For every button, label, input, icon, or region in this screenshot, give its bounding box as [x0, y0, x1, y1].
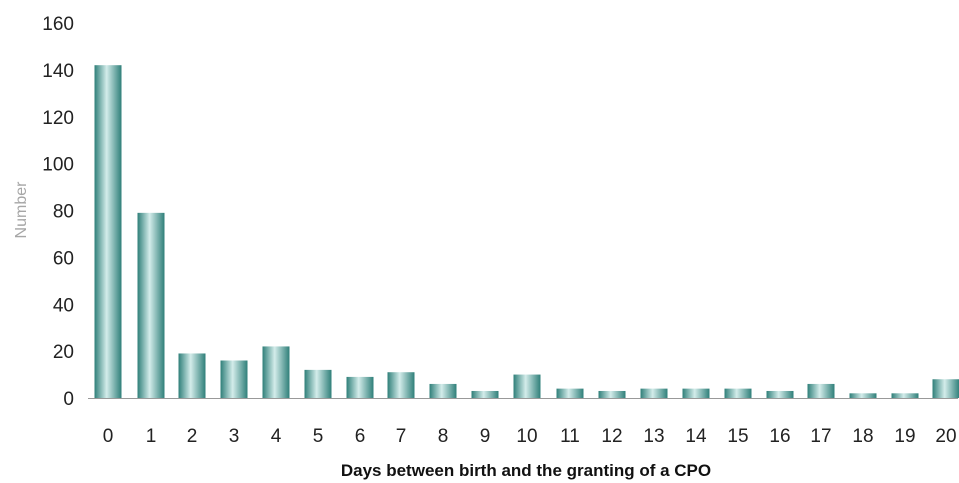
y-axis-title: Number: [13, 181, 30, 239]
bar: [429, 383, 457, 398]
bar: [137, 212, 165, 398]
x-tick-label: 11: [560, 426, 580, 447]
x-tick-label: 15: [727, 426, 748, 447]
x-tick-label: 4: [271, 426, 282, 447]
bars: [94, 65, 959, 398]
y-axis-ticks: 0 20 40 60 80 100 120 140 160: [42, 14, 74, 410]
bar: [724, 388, 752, 398]
x-axis-title: Days between birth and the granting of a…: [341, 461, 711, 480]
bar: [849, 393, 877, 398]
bar: [682, 388, 710, 398]
bar: [807, 383, 835, 398]
bar: [891, 393, 919, 398]
x-tick-label: 2: [187, 426, 198, 447]
x-tick-label: 20: [935, 426, 956, 447]
x-tick-label: 16: [769, 426, 790, 447]
bar: [387, 372, 415, 398]
bar: [178, 353, 206, 398]
y-tick-label: 40: [53, 295, 74, 316]
x-tick-label: 9: [480, 426, 491, 447]
x-tick-label: 3: [229, 426, 240, 447]
bar: [220, 360, 248, 398]
x-tick-label: 10: [516, 426, 537, 447]
y-tick-label: 60: [53, 248, 74, 269]
x-tick-label: 7: [396, 426, 407, 447]
y-tick-label: 140: [42, 61, 74, 82]
y-tick-label: 160: [42, 14, 74, 35]
bar: [513, 374, 541, 398]
y-tick-label: 100: [42, 155, 74, 176]
x-tick-label: 5: [313, 426, 324, 447]
bar: [556, 388, 584, 398]
x-tick-label: 18: [852, 426, 873, 447]
y-tick-label: 120: [42, 108, 74, 129]
bar: [346, 376, 374, 398]
x-tick-label: 12: [601, 426, 622, 447]
bar: [262, 346, 290, 398]
y-tick-label: 20: [53, 342, 74, 363]
bar: [471, 390, 499, 398]
y-tick-label: 80: [53, 202, 74, 223]
x-tick-label: 13: [643, 426, 664, 447]
x-axis-ticks: 0 1 2 3 4 5 6 7 8 9 10 11 12 13 14 15 16 17 18 19 20: [103, 426, 957, 447]
x-tick-label: 6: [355, 426, 366, 447]
bar: [766, 390, 794, 398]
bar: [304, 369, 332, 398]
x-tick-label: 8: [438, 426, 449, 447]
y-tick-label: 0: [63, 389, 74, 410]
bar: [598, 390, 626, 398]
x-tick-label: 14: [685, 426, 707, 447]
bar: [932, 379, 959, 398]
x-tick-label: 1: [146, 426, 157, 447]
x-tick-label: 0: [103, 426, 114, 447]
bar: [640, 388, 668, 398]
bar: [94, 65, 122, 398]
x-tick-label: 17: [810, 426, 831, 447]
x-tick-label: 19: [894, 426, 915, 447]
